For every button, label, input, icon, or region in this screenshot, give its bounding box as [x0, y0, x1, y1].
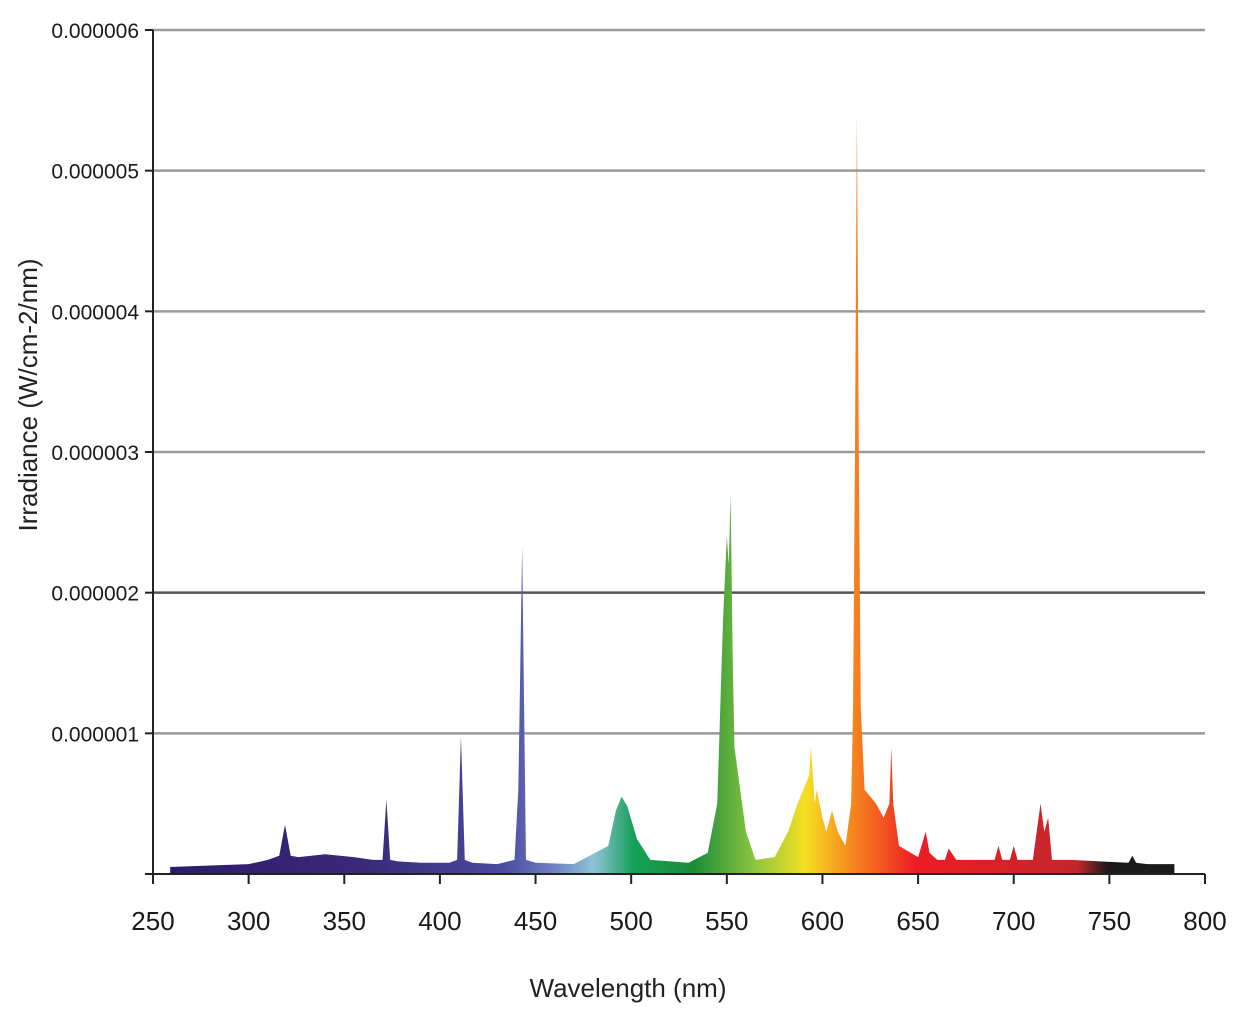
series-irradiance-area	[170, 114, 1175, 874]
y-tick-label: 0.000005	[51, 161, 139, 184]
x-tick-label: 250	[131, 906, 174, 936]
y-tick-label: 0.000001	[51, 723, 139, 746]
y-tick-label: 0.000004	[51, 301, 139, 324]
y-tick-label: 0.000002	[51, 583, 139, 606]
x-tick-label: 750	[1088, 906, 1131, 936]
y-tick-label: 0.000006	[51, 20, 139, 43]
x-tick-label: 650	[896, 906, 939, 936]
x-tick-label: 600	[801, 906, 844, 936]
y-axis-title: Irradiance (W/cm-2/nm)	[13, 258, 43, 531]
x-tick-label: 350	[323, 906, 366, 936]
x-tick-label: 800	[1183, 906, 1226, 936]
x-tick-label: 700	[992, 906, 1035, 936]
x-tick-label: 500	[609, 906, 652, 936]
x-tick-label: 400	[418, 906, 461, 936]
x-axis-title: Wavelength (nm)	[530, 973, 727, 1003]
x-tick-label: 550	[705, 906, 748, 936]
x-axis-ticks: 250 300 350 400 450 500 550 600 650 700 750 800	[131, 874, 1227, 936]
x-tick-label: 450	[514, 906, 557, 936]
y-tick-label: 0.000003	[51, 442, 139, 465]
gridlines	[153, 28, 1205, 735]
spectrum-area	[170, 114, 1175, 874]
x-tick-label: 300	[227, 906, 270, 936]
y-axis-ticks: 0.000001 0.000002 0.000003 0.000004 0.000005…	[51, 20, 153, 875]
